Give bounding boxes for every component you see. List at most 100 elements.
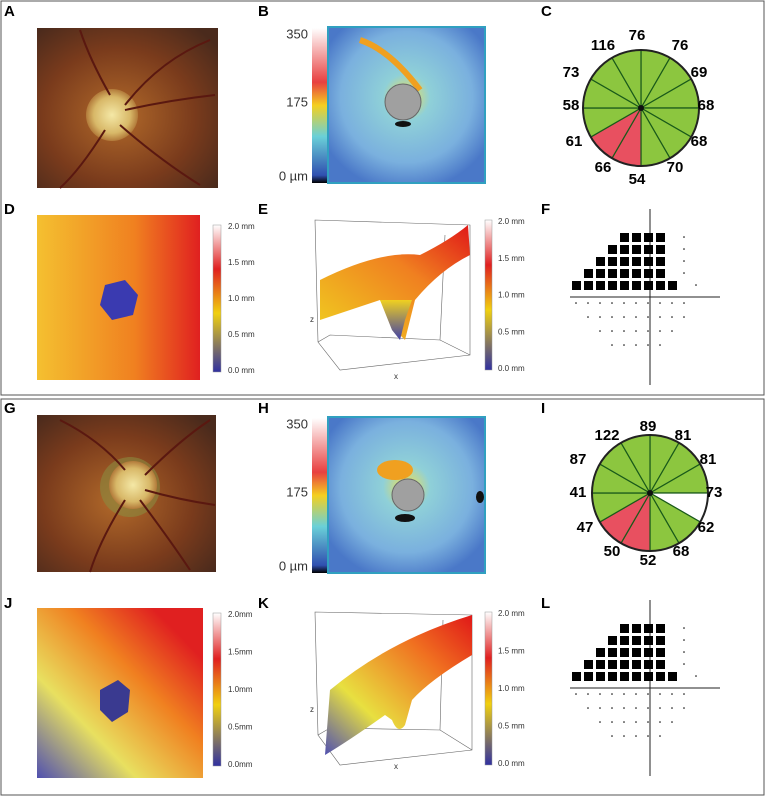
defect bbox=[632, 672, 641, 681]
defect bbox=[644, 672, 653, 681]
point bbox=[683, 627, 685, 629]
scale-label: 1.0 mm bbox=[498, 684, 525, 693]
defect bbox=[632, 269, 641, 278]
point bbox=[635, 302, 637, 304]
sector-chart bbox=[591, 434, 709, 552]
point bbox=[671, 693, 673, 695]
defect bbox=[596, 281, 605, 290]
defect bbox=[584, 660, 593, 669]
point bbox=[647, 721, 649, 723]
point bbox=[587, 693, 589, 695]
defect bbox=[656, 233, 665, 242]
sector-value: 122 bbox=[594, 427, 619, 444]
defect bbox=[620, 269, 629, 278]
point bbox=[683, 316, 685, 318]
scale-label: 1.5 mm bbox=[498, 647, 525, 656]
defect bbox=[668, 672, 677, 681]
defect bbox=[644, 269, 653, 278]
point bbox=[647, 735, 649, 737]
scale-label: 0.5 mm bbox=[498, 327, 525, 336]
scale-label: 0 µm bbox=[279, 168, 308, 183]
defect bbox=[656, 648, 665, 657]
defect bbox=[620, 636, 629, 645]
axis-label: x bbox=[394, 762, 398, 771]
defect bbox=[632, 624, 641, 633]
scale-label: 1.5 mm bbox=[498, 254, 525, 263]
point bbox=[647, 330, 649, 332]
point bbox=[683, 651, 685, 653]
defect bbox=[608, 245, 617, 254]
defect bbox=[632, 233, 641, 242]
defect bbox=[656, 672, 665, 681]
scale-label: 2.0 mm bbox=[498, 609, 525, 618]
sector-value: 41 bbox=[570, 484, 587, 501]
defect bbox=[608, 672, 617, 681]
sector-value: 54 bbox=[629, 171, 646, 188]
defect bbox=[596, 660, 605, 669]
point bbox=[671, 316, 673, 318]
point bbox=[659, 735, 661, 737]
defect bbox=[620, 624, 629, 633]
surface-plot bbox=[314, 219, 493, 371]
point bbox=[611, 330, 613, 332]
depth-colorbar bbox=[212, 612, 222, 767]
panel-label: A bbox=[4, 3, 15, 20]
scale-label: 0.0 mm bbox=[498, 364, 525, 373]
optic-disc bbox=[86, 89, 138, 141]
point bbox=[611, 344, 613, 346]
point bbox=[623, 735, 625, 737]
sector-value: 68 bbox=[673, 543, 690, 560]
point bbox=[611, 316, 613, 318]
sector-value: 68 bbox=[698, 97, 715, 114]
defect bbox=[596, 257, 605, 266]
sector-value: 50 bbox=[604, 543, 621, 560]
point bbox=[683, 707, 685, 709]
point bbox=[683, 693, 685, 695]
defect bbox=[632, 660, 641, 669]
point bbox=[683, 272, 685, 274]
surface-plot bbox=[314, 611, 493, 766]
scale-label: 175 bbox=[286, 484, 308, 499]
panel-label: F bbox=[541, 201, 550, 218]
defect bbox=[656, 281, 665, 290]
panel-label: B bbox=[258, 3, 269, 20]
scale-label: 0.5mm bbox=[228, 723, 253, 732]
defect bbox=[632, 648, 641, 657]
sector-value: 70 bbox=[667, 159, 684, 176]
panel-label: K bbox=[258, 595, 269, 612]
point bbox=[683, 236, 685, 238]
cup bbox=[100, 280, 138, 320]
defect bbox=[620, 245, 629, 254]
point bbox=[623, 721, 625, 723]
sector-value: 87 bbox=[570, 451, 587, 468]
point bbox=[611, 735, 613, 737]
scale-label: 0.5 mm bbox=[228, 330, 255, 339]
defect bbox=[584, 269, 593, 278]
oct-map bbox=[312, 416, 486, 574]
point bbox=[683, 663, 685, 665]
sector-chart bbox=[582, 49, 700, 167]
oct-map bbox=[312, 26, 486, 184]
point bbox=[587, 302, 589, 304]
defect bbox=[584, 672, 593, 681]
point bbox=[623, 316, 625, 318]
defect bbox=[644, 257, 653, 266]
point bbox=[671, 721, 673, 723]
optic-disc bbox=[109, 461, 157, 509]
defect bbox=[572, 281, 581, 290]
point bbox=[683, 260, 685, 262]
frame-top bbox=[0, 0, 765, 396]
scale-label: 350 bbox=[286, 26, 308, 41]
point bbox=[671, 330, 673, 332]
point bbox=[575, 302, 577, 304]
scale-label: 0.0mm bbox=[228, 760, 253, 769]
defect bbox=[608, 636, 617, 645]
sector-value: 89 bbox=[640, 418, 657, 435]
sector-value: 62 bbox=[698, 519, 715, 536]
point bbox=[695, 284, 697, 286]
sector-value: 66 bbox=[595, 159, 612, 176]
defect bbox=[632, 281, 641, 290]
point bbox=[659, 721, 661, 723]
vessels bbox=[59, 419, 216, 573]
point bbox=[659, 316, 661, 318]
